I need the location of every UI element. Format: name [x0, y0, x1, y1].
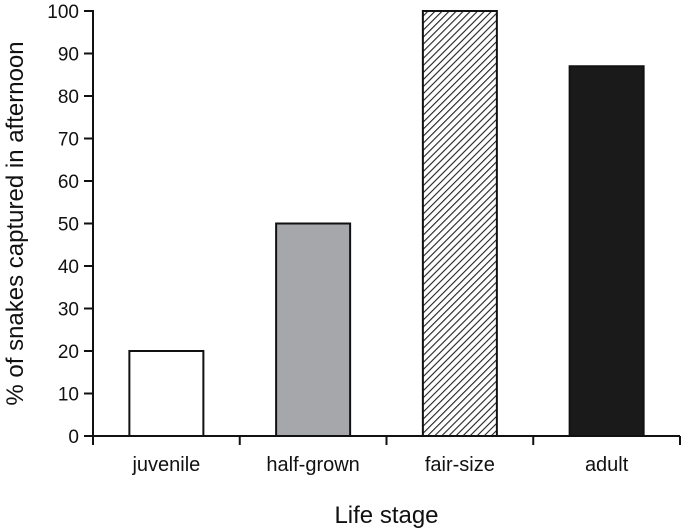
x-axis-title: Life stage	[334, 502, 438, 529]
y-tick-label: 10	[58, 385, 79, 406]
y-tick-label: 0	[68, 427, 79, 448]
y-tick-label: 40	[58, 257, 79, 278]
x-axis-ticks: juvenile half-grown fair-size adult	[92, 436, 681, 476]
bars-group	[128, 10, 645, 437]
bar-juvenile	[128, 350, 205, 437]
bar-half-grown	[275, 222, 352, 437]
y-axis-title: % of snakes captured in afternoon	[2, 41, 29, 405]
y-tick-label: 30	[58, 300, 79, 321]
y-tick-label: 20	[58, 342, 79, 363]
x-tick-label: adult	[585, 454, 629, 476]
bar-fair-size	[421, 10, 498, 437]
y-tick-label: 80	[58, 87, 79, 108]
x-tick-label: fair-size	[425, 454, 495, 476]
y-tick-label: 70	[58, 130, 79, 151]
x-tick-label: juvenile	[131, 454, 200, 476]
y-tick-label: 50	[58, 215, 79, 236]
x-tick-label: half-grown	[266, 454, 359, 476]
bar-adult	[568, 65, 645, 437]
y-tick-label: 60	[58, 172, 79, 193]
y-tick-label: 90	[58, 45, 79, 66]
y-tick-label: 100	[47, 2, 79, 23]
y-axis-ticks: 0 10 20 30 40 50 60 70 80 90 100	[47, 2, 93, 448]
